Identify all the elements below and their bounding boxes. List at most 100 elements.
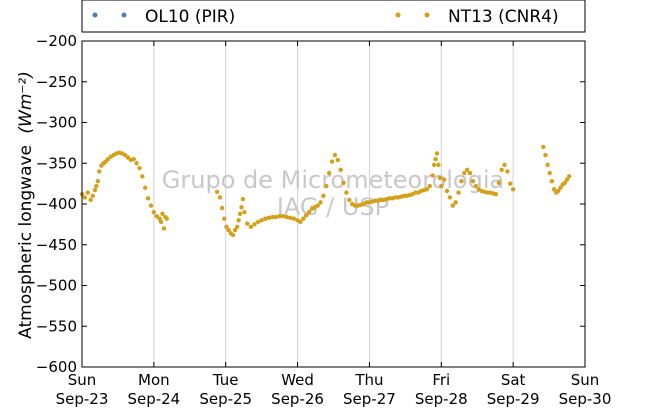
x-tick-label-date: Sep-27 xyxy=(343,390,396,408)
data-point xyxy=(473,183,478,189)
data-point xyxy=(301,216,306,221)
y-tick-label: −450 xyxy=(36,236,77,254)
data-point xyxy=(122,152,128,158)
x-tick-label-date: Sep-30 xyxy=(559,390,612,408)
data-point xyxy=(450,203,455,208)
legend-marker-ol10 xyxy=(121,12,127,18)
data-point xyxy=(456,190,461,195)
legend: OL10 (PIR) NT13 (CNR4) xyxy=(81,0,586,33)
data-point xyxy=(222,216,227,221)
data-point xyxy=(493,192,499,197)
x-tick-label-date: Sep-28 xyxy=(415,390,468,408)
data-point xyxy=(288,215,293,221)
data-point xyxy=(245,221,250,226)
data-point xyxy=(82,195,88,200)
x-tick-label-day: Sat xyxy=(501,371,526,389)
data-point xyxy=(125,155,131,160)
data-point xyxy=(259,218,264,223)
data-point xyxy=(273,214,279,220)
data-point xyxy=(266,215,272,221)
data-point xyxy=(137,165,142,171)
y-tick-label: −350 xyxy=(36,154,77,172)
data-point xyxy=(95,178,101,184)
data-point xyxy=(154,214,159,219)
data-point xyxy=(90,193,95,199)
data-point xyxy=(140,174,145,179)
data-point xyxy=(94,183,99,189)
y-axis-label-units: (Wm⁻²) xyxy=(16,71,36,133)
y-tick-label: −200 xyxy=(36,32,77,50)
data-point xyxy=(444,188,450,194)
data-point xyxy=(92,187,98,193)
data-point xyxy=(470,178,476,184)
x-tick-label-day: Mon xyxy=(138,371,170,389)
data-point xyxy=(284,214,289,220)
data-point xyxy=(453,200,458,205)
data-point xyxy=(226,227,231,233)
data-point xyxy=(505,169,510,174)
legend-label-ol10: OL10 (PIR) xyxy=(145,7,235,27)
data-point xyxy=(263,216,268,221)
x-tick-label-day: Fri xyxy=(432,371,450,389)
legend-marker-nt13 xyxy=(424,12,430,18)
data-point xyxy=(151,209,157,215)
data-point xyxy=(541,144,546,150)
data-point xyxy=(551,187,557,192)
data-point xyxy=(441,177,447,182)
y-tick-label: −300 xyxy=(36,114,77,132)
data-point xyxy=(433,156,438,162)
data-point xyxy=(239,205,244,210)
y-axis-label-main: Atmospheric longwave xyxy=(16,145,36,339)
x-tick-label-day: Thu xyxy=(354,371,383,389)
x-tick-label-date: Sep-26 xyxy=(271,390,324,408)
legend-label-nt13: NT13 (CNR4) xyxy=(448,7,559,27)
data-point xyxy=(97,169,102,174)
data-point xyxy=(566,174,572,179)
data-point xyxy=(338,167,343,172)
x-tick-label-day: Tue xyxy=(212,371,239,389)
data-point xyxy=(562,180,568,186)
data-point xyxy=(431,162,437,168)
data-point xyxy=(237,211,243,216)
data-point xyxy=(430,173,435,178)
data-point xyxy=(281,214,286,219)
y-tick-label: −400 xyxy=(36,195,77,213)
data-point xyxy=(105,156,111,162)
data-point xyxy=(230,232,236,238)
y-axis: −200 −250 −300 −350 −400 −450 −500 −550 −600 xyxy=(36,32,585,376)
data-point xyxy=(324,183,329,189)
data-point xyxy=(252,222,257,227)
data-point xyxy=(326,170,332,176)
y-tick-label: −600 xyxy=(36,358,77,376)
data-point xyxy=(240,196,246,202)
y-tick-label: −250 xyxy=(36,73,77,91)
data-point xyxy=(427,183,432,189)
legend-marker-ol10 xyxy=(92,12,98,18)
data-point xyxy=(85,190,90,195)
data-point xyxy=(508,181,513,186)
data-point xyxy=(321,193,326,199)
data-point xyxy=(224,224,229,230)
data-point xyxy=(242,209,247,215)
x-tick-label-date: Sep-29 xyxy=(487,390,540,408)
data-point xyxy=(543,152,548,158)
x-axis: SunSep-23MonSep-24TueSep-25WedSep-26ThuS… xyxy=(56,41,612,408)
data-point xyxy=(341,180,346,186)
data-point xyxy=(158,219,164,225)
data-point xyxy=(335,157,341,163)
y-tick-label: −550 xyxy=(36,317,77,335)
data-point xyxy=(160,211,165,216)
data-point xyxy=(464,167,470,172)
data-point xyxy=(439,183,444,189)
data-point xyxy=(232,227,238,233)
data-point xyxy=(329,159,335,164)
data-point xyxy=(545,162,550,168)
data-point xyxy=(277,214,282,219)
data-point xyxy=(303,213,309,218)
data-point xyxy=(315,203,320,208)
data-points xyxy=(79,144,572,238)
data-point xyxy=(214,189,220,194)
y-tick-label: −500 xyxy=(36,277,77,295)
data-point xyxy=(148,203,154,208)
data-point xyxy=(270,214,275,220)
